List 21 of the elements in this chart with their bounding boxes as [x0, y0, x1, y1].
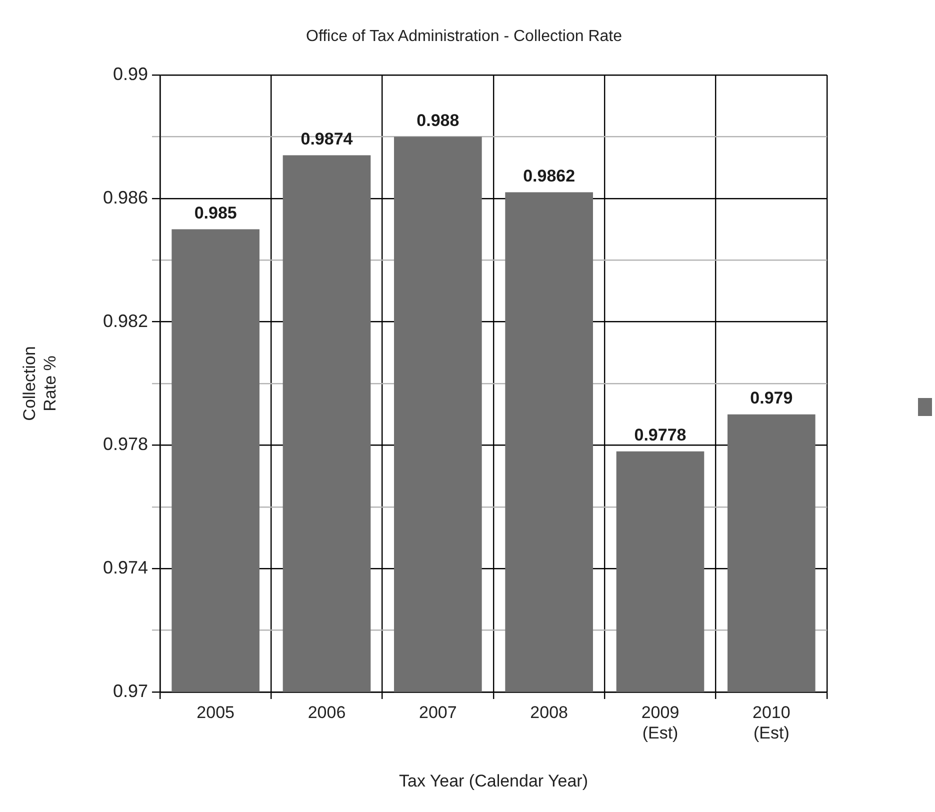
data-label: 0.9778: [634, 426, 686, 445]
data-label: 0.988: [416, 110, 460, 130]
y-tick-label: 0.99: [112, 64, 148, 84]
data-label: 0.979: [750, 388, 793, 408]
y-tick-label: 0.986: [102, 187, 148, 208]
x-tick-label: 2007: [419, 702, 457, 722]
x-tick-label: 2006: [308, 702, 346, 722]
y-tick-label: 0.978: [102, 434, 148, 454]
x-tick-label: 2010 (Est): [752, 702, 790, 742]
data-label: 0.985: [194, 203, 237, 222]
data-label: 0.9874: [300, 129, 354, 148]
chart-title: Office of Tax Administration - Collection Rate: [306, 28, 622, 45]
x-axis-title: Tax Year (Calendar Year): [398, 771, 588, 790]
x-tick-label: 2008: [530, 702, 568, 722]
y-tick-label: 0.982: [102, 310, 148, 331]
x-tick-label: 2005: [196, 702, 234, 722]
y-tick-label: 0.97: [112, 680, 148, 701]
y-axis-title: Collection Rate %: [20, 346, 60, 421]
data-label: 0.9862: [523, 166, 576, 186]
x-tick-label: 2009 (Est): [641, 702, 680, 742]
y-tick-label: 0.974: [102, 558, 148, 578]
